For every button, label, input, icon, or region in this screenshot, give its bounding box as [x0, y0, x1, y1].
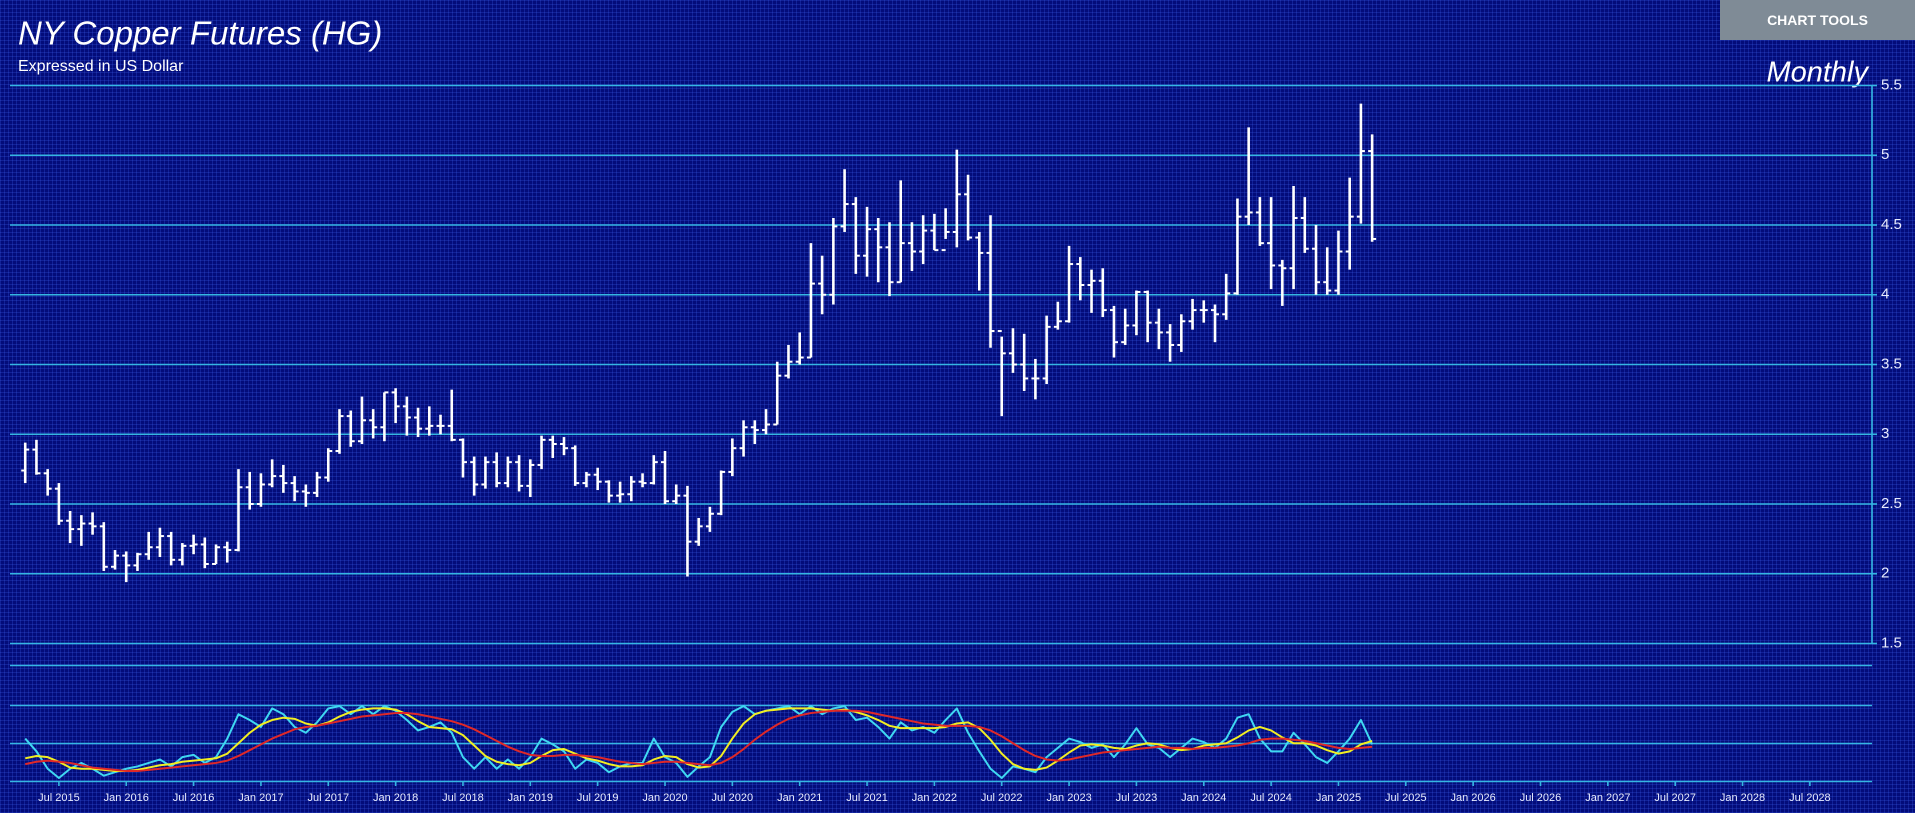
x-tick-label: Jul 2026: [1520, 792, 1562, 804]
x-tick-label: Jul 2016: [173, 792, 215, 804]
x-tick-label: Jan 2027: [1585, 792, 1630, 804]
period-label: Monthly: [1766, 57, 1869, 89]
oscillator-line: [25, 707, 1373, 773]
x-tick-label: Jan 2018: [373, 792, 418, 804]
x-tick-label: Jan 2019: [508, 792, 553, 804]
x-tick-label: Jan 2024: [1181, 792, 1226, 804]
y-tick-label: 4: [1881, 286, 1889, 303]
x-tick-label: Jan 2023: [1046, 792, 1091, 804]
y-tick-label: 1.5: [1881, 634, 1902, 651]
x-tick-label: Jan 2022: [912, 792, 957, 804]
x-tick-label: Jul 2020: [712, 792, 754, 804]
chart-title: NY Copper Futures (HG): [18, 15, 382, 52]
x-tick-label: Jul 2022: [981, 792, 1023, 804]
y-tick-label: 2: [1881, 565, 1889, 582]
oscillator-line: [24, 705, 1374, 780]
x-tick-label: Jul 2025: [1385, 792, 1427, 804]
y-tick-label: 5: [1881, 146, 1889, 163]
x-tick-label: Jul 2017: [307, 792, 349, 804]
x-tick-label: Jul 2015: [38, 792, 80, 804]
x-tick-label: Jan 2020: [642, 792, 687, 804]
x-tick-label: Jan 2016: [104, 792, 149, 804]
y-tick-label: 3: [1881, 425, 1889, 442]
x-tick-label: Jul 2024: [1250, 792, 1292, 804]
chart-tools-button[interactable]: CHART TOOLS: [1720, 0, 1915, 40]
x-tick-label: Jul 2028: [1789, 792, 1831, 804]
x-tick-label: Jan 2026: [1451, 792, 1496, 804]
x-tick-label: Jan 2017: [238, 792, 283, 804]
x-tick-label: Jul 2019: [577, 792, 619, 804]
oscillator-line: [25, 709, 1373, 773]
x-tick-label: Jul 2023: [1116, 792, 1158, 804]
x-tick-label: Jan 2021: [777, 792, 822, 804]
x-tick-label: Jul 2027: [1654, 792, 1696, 804]
x-tick-label: Jan 2028: [1720, 792, 1765, 804]
y-tick-label: 4.5: [1881, 216, 1902, 233]
chart-subtitle: Expressed in US Dollar: [18, 58, 184, 75]
x-tick-label: Jan 2025: [1316, 792, 1361, 804]
x-tick-label: Jul 2021: [846, 792, 888, 804]
y-tick-label: 3.5: [1881, 355, 1902, 372]
x-tick-label: Jul 2018: [442, 792, 484, 804]
y-tick-label: 5.5: [1881, 76, 1902, 93]
y-tick-label: 2.5: [1881, 495, 1902, 512]
